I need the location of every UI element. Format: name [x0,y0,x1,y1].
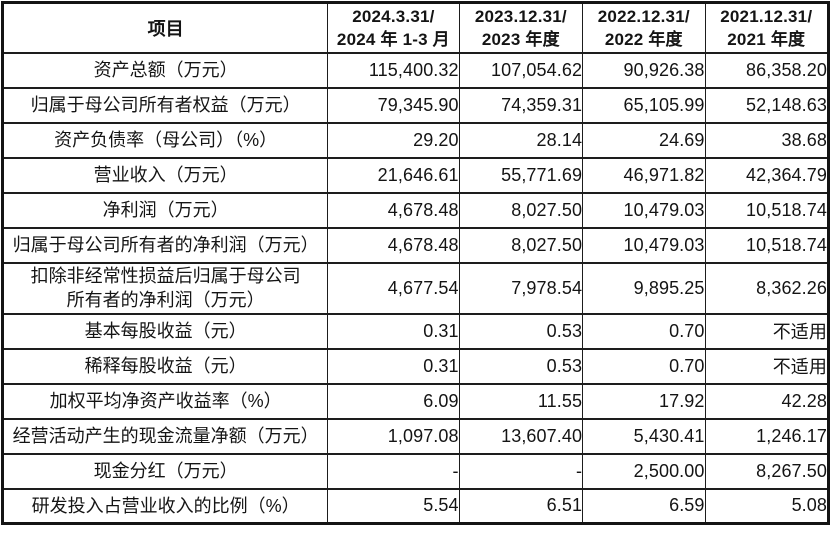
metric-value: 不适用 [704,312,830,350]
column-header-period-2022: 2022.12.31/ 2022 年度 [582,1,706,54]
metric-value: 6.59 [582,487,706,525]
metric-value: 8,362.26 [704,261,830,315]
metric-value: 4,678.48 [327,226,460,264]
metric-value: 0.70 [582,347,706,385]
metric-value: 6.51 [458,487,584,525]
row-label: 基本每股收益（元） [1,312,329,350]
metric-value: 5.54 [327,487,460,525]
row-label: 净利润（万元） [1,191,329,229]
table-row-parent-net-profit-excl-nonrecurring: 扣除非经常性损益后归属于母公司 所有者的净利润（万元） 4,677.54 7,9… [1,261,830,315]
metric-value: 不适用 [704,347,830,385]
table-row-operating-cash-flow: 经营活动产生的现金流量净额（万元） 1,097.08 13,607.40 5,4… [1,417,830,455]
metric-value: 11.55 [458,382,584,420]
table-row-operating-revenue: 营业收入（万元） 21,646.61 55,771.69 46,971.82 4… [1,156,830,194]
row-label: 归属于母公司所有者的净利润（万元） [1,226,329,264]
row-label: 扣除非经常性损益后归属于母公司 所有者的净利润（万元） [1,261,329,315]
table-row-parent-equity: 归属于母公司所有者权益（万元） 79,345.90 74,359.31 65,1… [1,86,830,124]
table-row-rd-to-revenue-ratio: 研发投入占营业收入的比例（%） 5.54 6.51 6.59 5.08 [1,487,830,525]
metric-value: 1,246.17 [704,417,830,455]
row-label: 归属于母公司所有者权益（万元） [1,86,329,124]
metric-value: 0.70 [582,312,706,350]
table-row-net-profit: 净利润（万元） 4,678.48 8,027.50 10,479.03 10,5… [1,191,830,229]
row-label: 营业收入（万元） [1,156,329,194]
metric-value: 4,677.54 [327,261,460,315]
table-row-diluted-eps: 稀释每股收益（元） 0.31 0.53 0.70 不适用 [1,347,830,385]
metric-value: 7,978.54 [458,261,584,315]
row-label: 经营活动产生的现金流量净额（万元） [1,417,329,455]
table-row-parent-net-profit: 归属于母公司所有者的净利润（万元） 4,678.48 8,027.50 10,4… [1,226,830,264]
metric-value: 21,646.61 [327,156,460,194]
metric-value: 13,607.40 [458,417,584,455]
row-label: 资产负债率（母公司）（%） [1,121,329,159]
metric-value: 8,267.50 [704,452,830,490]
table-header-row: 项目 2024.3.31/ 2024 年 1-3 月 2023.12.31/ 2… [1,1,830,54]
column-header-period-2021: 2021.12.31/ 2021 年度 [704,1,830,54]
metric-value: 42.28 [704,382,830,420]
metric-value: 38.68 [704,121,830,159]
metric-value: 74,359.31 [458,86,584,124]
metric-value: 10,479.03 [582,226,706,264]
metric-value: 90,926.38 [582,51,706,89]
metric-value: 9,895.25 [582,261,706,315]
metric-value: - [458,452,584,490]
metric-value: 2,500.00 [582,452,706,490]
table-row-basic-eps: 基本每股收益（元） 0.31 0.53 0.70 不适用 [1,312,830,350]
metric-value: 6.09 [327,382,460,420]
row-label: 研发投入占营业收入的比例（%） [1,487,329,525]
metric-value: 8,027.50 [458,191,584,229]
metric-value: 52,148.63 [704,86,830,124]
metric-value: 5.08 [704,487,830,525]
metric-value: 55,771.69 [458,156,584,194]
column-header-item: 项目 [1,1,329,54]
column-header-period-2023: 2023.12.31/ 2023 年度 [458,1,584,54]
metric-value: 29.20 [327,121,460,159]
row-label: 现金分红（万元） [1,452,329,490]
row-label: 加权平均净资产收益率（%） [1,382,329,420]
metric-value: 65,105.99 [582,86,706,124]
table-row-weighted-avg-roe: 加权平均净资产收益率（%） 6.09 11.55 17.92 42.28 [1,382,830,420]
metric-value: 8,027.50 [458,226,584,264]
metric-value: 10,518.74 [704,226,830,264]
column-header-period-2024q1: 2024.3.31/ 2024 年 1-3 月 [327,1,460,54]
row-label: 资产总额（万元） [1,51,329,89]
metric-value: 115,400.32 [327,51,460,89]
table-row-cash-dividend: 现金分红（万元） - - 2,500.00 8,267.50 [1,452,830,490]
metric-value: 0.31 [327,347,460,385]
metric-value: 10,518.74 [704,191,830,229]
financial-summary-table: 项目 2024.3.31/ 2024 年 1-3 月 2023.12.31/ 2… [1,1,830,525]
metric-value: 0.31 [327,312,460,350]
table-row-debt-ratio: 资产负债率（母公司）（%） 29.20 28.14 24.69 38.68 [1,121,830,159]
metric-value: 79,345.90 [327,86,460,124]
metric-value: 5,430.41 [582,417,706,455]
metric-value: 86,358.20 [704,51,830,89]
metric-value: 42,364.79 [704,156,830,194]
row-label: 稀释每股收益（元） [1,347,329,385]
metric-value: 17.92 [582,382,706,420]
metric-value: 107,054.62 [458,51,584,89]
metric-value: 24.69 [582,121,706,159]
metric-value: - [327,452,460,490]
metric-value: 4,678.48 [327,191,460,229]
metric-value: 28.14 [458,121,584,159]
metric-value: 46,971.82 [582,156,706,194]
table-row-total-assets: 资产总额（万元） 115,400.32 107,054.62 90,926.38… [1,51,830,89]
metric-value: 0.53 [458,347,584,385]
metric-value: 10,479.03 [582,191,706,229]
metric-value: 1,097.08 [327,417,460,455]
metric-value: 0.53 [458,312,584,350]
